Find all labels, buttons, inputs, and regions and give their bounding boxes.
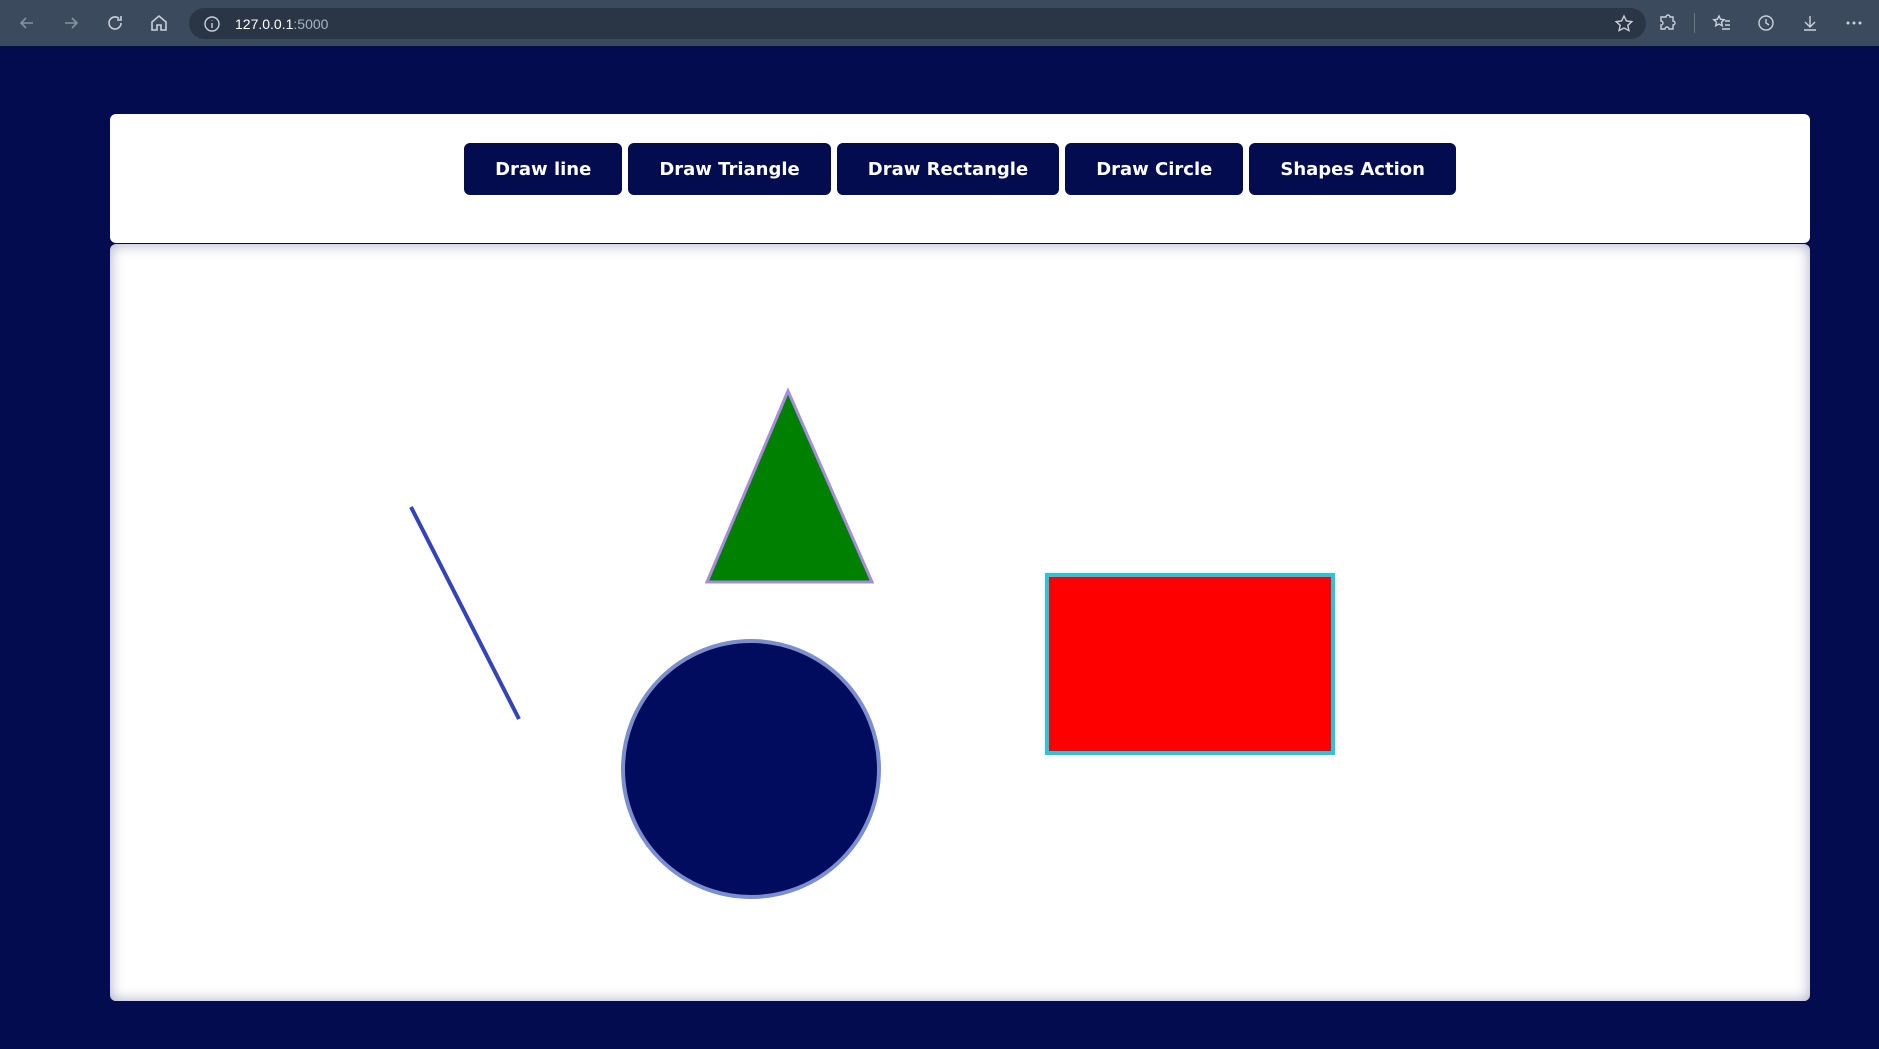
rectangle-shape[interactable] — [1045, 573, 1335, 755]
favorites-list-icon — [1712, 14, 1730, 30]
drawing-canvas[interactable] — [110, 244, 1810, 1001]
browser-tools — [1650, 6, 1871, 40]
more-menu-button[interactable] — [1837, 6, 1871, 40]
forward-button[interactable] — [54, 6, 88, 40]
more-dots-icon — [1846, 21, 1862, 25]
url-host: 127.0.0.1 — [235, 15, 294, 32]
browser-toolbar: 127.0.0.1:5000 — [0, 0, 1879, 46]
home-button[interactable] — [142, 6, 176, 40]
history-icon — [1758, 15, 1774, 31]
shapes-action-button[interactable]: Shapes Action — [1249, 143, 1456, 195]
triangle-shape[interactable] — [704, 387, 875, 584]
reload-button[interactable] — [98, 6, 132, 40]
puzzle-icon — [1660, 14, 1676, 30]
address-bar[interactable]: 127.0.0.1:5000 — [189, 8, 1646, 39]
draw-circle-button[interactable]: Draw Circle — [1065, 143, 1244, 195]
draw-rectangle-button[interactable]: Draw Rectangle — [836, 143, 1060, 195]
back-button[interactable] — [10, 6, 44, 40]
page-viewport: Draw line Draw Triangle Draw Rectangle D… — [5, 46, 1874, 1044]
favorites-button[interactable] — [1705, 6, 1739, 40]
download-icon — [1804, 16, 1816, 31]
circle-shape[interactable] — [621, 639, 881, 899]
line-shape[interactable] — [409, 506, 521, 720]
toolbar-separator — [1694, 13, 1695, 33]
draw-triangle-button[interactable]: Draw Triangle — [628, 143, 831, 195]
arrow-right-icon — [65, 17, 79, 29]
reload-icon — [108, 16, 122, 30]
info-icon[interactable] — [203, 15, 221, 33]
url-port: :5000 — [293, 15, 329, 32]
favorite-star-icon[interactable] — [1614, 14, 1634, 34]
shape-toolbar: Draw line Draw Triangle Draw Rectangle D… — [110, 114, 1810, 243]
arrow-left-icon — [19, 17, 33, 29]
canvas-svg — [409, 387, 1335, 899]
history-button[interactable] — [1749, 6, 1783, 40]
draw-line-button[interactable]: Draw line — [464, 143, 623, 195]
home-icon — [151, 14, 167, 31]
downloads-button[interactable] — [1793, 6, 1827, 40]
extensions-button[interactable] — [1650, 6, 1684, 40]
